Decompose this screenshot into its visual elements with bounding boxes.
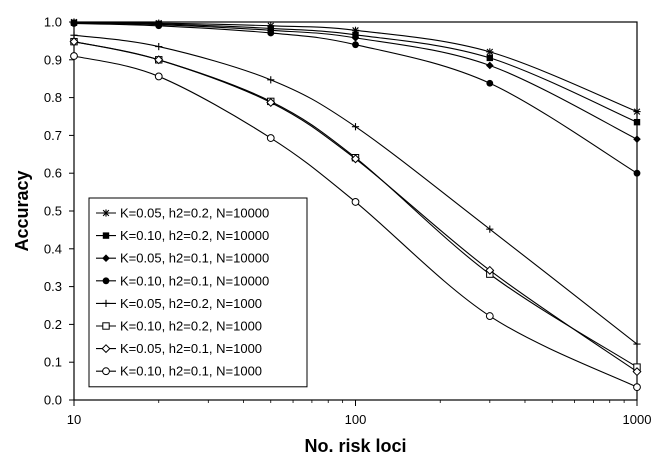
- marker-plus: [155, 42, 163, 51]
- marker-filled-diamond: [351, 34, 360, 42]
- marker-filled-circle: [486, 79, 494, 87]
- marker-filled-square: [633, 118, 641, 126]
- legend: K=0.05, h2=0.2, N=10000 K=0.10, h2=0.2, N…: [88, 197, 308, 388]
- marker-open-diamond: [485, 265, 495, 275]
- marker-filled-diamond: [486, 61, 494, 70]
- marker-filled-circle: [155, 22, 163, 30]
- y-tick-label: 0.7: [44, 128, 62, 143]
- marker-filled-circle: [633, 169, 641, 177]
- marker-filled-circle: [102, 277, 110, 285]
- legend-label: K=0.05, h2=0.1, N=10000: [120, 251, 269, 266]
- marker-plus: [267, 76, 275, 84]
- marker-filled-circle: [352, 41, 359, 49]
- y-tick-label: 0.5: [44, 204, 62, 219]
- marker-filled-diamond: [102, 254, 110, 262]
- legend-box: [88, 197, 308, 388]
- marker-open-diamond: [266, 98, 276, 108]
- legend-entry: K=0.10, h2=0.1, N=10000: [96, 273, 269, 288]
- y-tick-label: 0.3: [44, 279, 62, 294]
- legend-entry: K=0.05, h2=0.1, N=10000: [96, 251, 269, 266]
- series-layer: [69, 18, 642, 392]
- y-tick-label: 1.0: [44, 15, 62, 30]
- legend-label: K=0.05, h2=0.2, N=10000: [120, 206, 269, 221]
- marker-plus: [351, 123, 360, 131]
- marker-plus: [633, 340, 641, 348]
- legend-entry: K=0.05, h2=0.2, N=1000: [96, 296, 262, 311]
- marker-open-circle: [154, 72, 163, 81]
- y-tick-label: 0.8: [44, 90, 62, 105]
- legend-label: K=0.05, h2=0.2, N=1000: [120, 296, 262, 311]
- marker-open-diamond: [69, 37, 79, 47]
- marker-plus: [486, 225, 494, 233]
- x-axis-ticks: 10 100 1000: [67, 400, 652, 427]
- x-tick-label: 1000: [623, 412, 652, 427]
- marker-open-circle: [351, 198, 360, 206]
- marker-open-square: [102, 322, 110, 330]
- series-5: [70, 31, 641, 348]
- marker-filled-square: [102, 232, 110, 239]
- marker-asterisk: [486, 48, 494, 56]
- marker-open-diamond: [154, 55, 164, 65]
- marker-filled-circle: [70, 20, 78, 27]
- marker-open-circle: [485, 312, 494, 320]
- marker-open-diamond: [632, 367, 642, 377]
- marker-open-circle: [102, 367, 110, 376]
- legend-entry: K=0.10, h2=0.2, N=1000: [96, 319, 262, 334]
- series-7: [69, 37, 642, 377]
- y-tick-label: 0.2: [44, 317, 62, 332]
- legend-label: K=0.10, h2=0.2, N=1000: [120, 319, 262, 334]
- x-tick-label: 100: [345, 412, 367, 427]
- x-axis-title: No. risk loci: [304, 436, 406, 456]
- y-tick-label: 0.6: [44, 166, 62, 181]
- legend-entry: K=0.05, h2=0.1, N=1000: [96, 341, 262, 356]
- series-8: [70, 52, 641, 392]
- y-tick-label: 0.0: [44, 393, 62, 408]
- y-axis-title: Accuracy: [12, 170, 32, 251]
- y-axis-ticks: 0.0 0.1 0.2 0.3 0.4 0.5 0.6 0.7 0.8 0.9 1.0: [44, 15, 74, 408]
- legend-label: K=0.10, h2=0.1, N=1000: [120, 364, 262, 379]
- legend-entry: K=0.05, h2=0.2, N=10000: [96, 206, 269, 221]
- x-tick-label: 10: [67, 412, 81, 427]
- legend-label: K=0.10, h2=0.2, N=10000: [120, 228, 269, 243]
- marker-open-diamond: [350, 154, 361, 164]
- marker-filled-diamond: [633, 135, 641, 143]
- legend-label: K=0.05, h2=0.1, N=1000: [120, 341, 262, 356]
- legend-entry: K=0.10, h2=0.1, N=1000: [96, 364, 262, 379]
- marker-open-circle: [633, 383, 641, 392]
- marker-open-circle: [70, 52, 78, 60]
- y-tick-label: 0.4: [44, 241, 62, 256]
- legend-label: K=0.10, h2=0.1, N=10000: [120, 273, 269, 288]
- series-4: [70, 20, 641, 177]
- legend-entry: K=0.10, h2=0.2, N=10000: [96, 228, 269, 243]
- marker-open-diamond: [101, 344, 111, 354]
- y-tick-label: 0.1: [44, 355, 62, 370]
- marker-filled-circle: [267, 29, 275, 37]
- marker-filled-square: [486, 54, 494, 62]
- marker-plus: [102, 299, 110, 307]
- y-tick-label: 0.9: [44, 52, 62, 67]
- marker-asterisk: [633, 107, 641, 116]
- marker-asterisk: [102, 209, 110, 217]
- marker-open-circle: [266, 134, 275, 142]
